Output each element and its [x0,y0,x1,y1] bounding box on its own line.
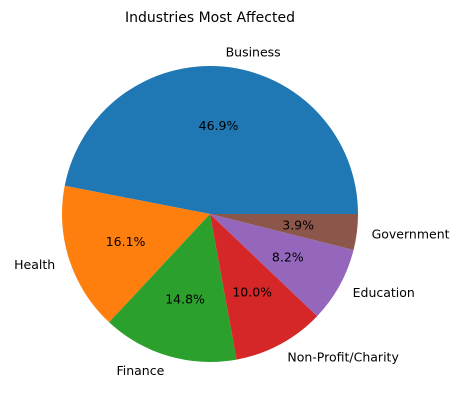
pct-label-non-profit-charity: 10.0% [232,285,272,300]
pct-label-health: 16.1% [106,234,146,249]
pie-slice-non-profit-charity [210,214,318,360]
category-label-finance: Finance [116,363,164,378]
pie-slice-government [210,214,358,250]
pct-label-finance: 14.8% [165,292,205,307]
pct-label-business: 46.9% [199,118,239,133]
chart-title: Industries Most Affected [125,10,295,26]
pct-label-education: 8.2% [272,249,304,264]
category-label-non-profit-charity: Non-Profit/Charity [287,350,399,365]
category-label-health: Health [14,257,55,272]
category-label-education: Education [353,285,415,300]
pie-slice-education [210,214,354,317]
category-label-business: Business [226,44,281,59]
pie-slices [62,65,359,362]
pie-slice-finance [109,214,237,362]
pie-slice-business [64,65,359,214]
pie-slice-health [62,185,211,323]
category-label-government: Government [372,226,450,241]
pct-label-government: 3.9% [282,217,314,232]
pie-labels: 46.9% Business 16.1% Health 14.8% Finance 10.0… [14,44,449,377]
